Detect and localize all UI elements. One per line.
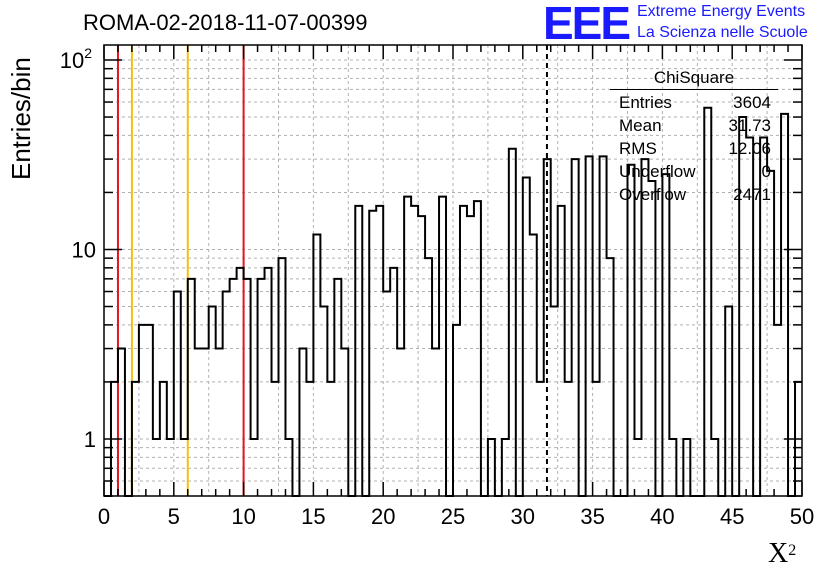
stats-title: ChiSquare (653, 68, 735, 87)
stat-value: 12.06 (728, 139, 771, 158)
x-tick-label: 0 (98, 504, 110, 529)
y-axis-ticks: 1 10 102 (60, 45, 802, 497)
stat-value: 2471 (733, 185, 771, 204)
y-tick-label: 10 (72, 237, 96, 262)
stat-value: 31.73 (728, 116, 771, 135)
stat-row-overflow: Overflow 2471 (619, 185, 779, 207)
stat-name: RMS (619, 139, 657, 158)
logo-line-1: Extreme Energy Events (637, 3, 806, 20)
run-title: ROMA-02-2018-11-07-00399 (83, 10, 368, 35)
x-tick-label: 25 (441, 504, 465, 529)
reference-lines (116, 45, 548, 496)
y-axis-label: Entries/bin (6, 57, 36, 180)
histogram-outline (104, 106, 802, 497)
stat-value: 0 (761, 162, 771, 181)
stat-name: Mean (619, 116, 662, 135)
logo-line-2: La Scienza nelle Scuole (637, 24, 808, 41)
stat-row-mean: Mean 31.73 (619, 116, 779, 138)
x-tick-label: 35 (580, 504, 604, 529)
x-axis-ticks: 0 5 10 15 20 25 30 35 40 45 50 (98, 45, 814, 529)
stats-title-rule (610, 89, 778, 90)
y-tick-label: 102 (60, 45, 92, 73)
stat-row-rms: RMS 12.06 (619, 139, 779, 161)
x-tick-label: 20 (371, 504, 395, 529)
x-tick-label: 45 (720, 504, 744, 529)
x-tick-label: 15 (301, 504, 325, 529)
x-axis-label: X2 (768, 538, 797, 569)
stat-name: Underflow (619, 162, 696, 181)
x-tick-label: 30 (511, 504, 535, 529)
stat-row-entries: Entries 3604 (619, 93, 779, 115)
eee-logo-mark: EEE (543, 0, 631, 49)
stat-name: Entries (619, 93, 672, 112)
x-tick-label: 50 (790, 504, 814, 529)
x-tick-label: 40 (650, 504, 674, 529)
stat-row-underflow: Underflow 0 (619, 162, 779, 184)
y-tick-label: 1 (84, 427, 96, 452)
x-tick-label: 5 (168, 504, 180, 529)
stat-name: Overflow (619, 185, 687, 204)
eee-logo: EEE Extreme Energy Events La Scienza nel… (543, 0, 833, 49)
x-tick-label: 10 (231, 504, 255, 529)
stats-box: ChiSquare Entries 3604 Mean 31.73 RMS 12… (610, 66, 778, 216)
stat-value: 3604 (733, 93, 771, 112)
